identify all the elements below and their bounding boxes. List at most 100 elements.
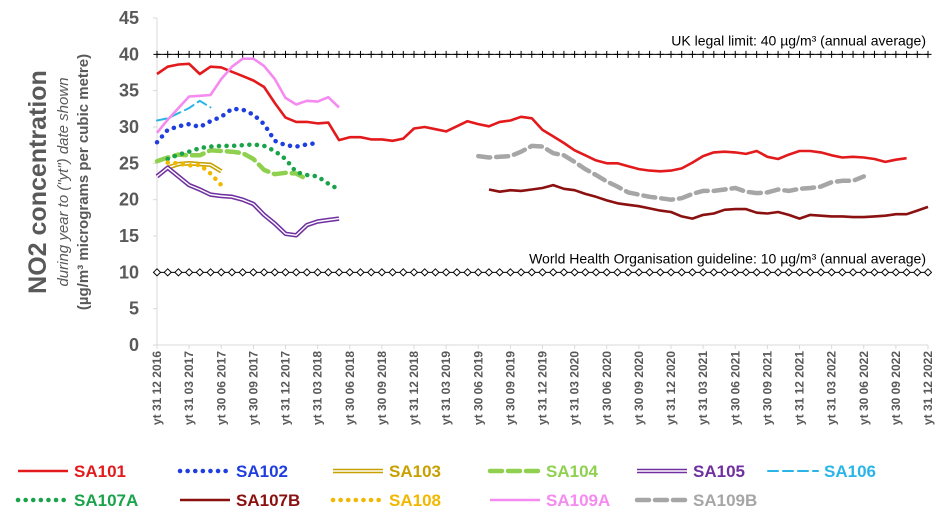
reference-marker-plus (571, 50, 579, 58)
reference-marker-diamond (399, 268, 408, 277)
reference-marker-diamond (902, 268, 911, 277)
series-line-sa107b (488, 183, 929, 220)
reference-marker-diamond (431, 268, 440, 277)
reference-marker-plus (474, 50, 482, 58)
x-tick-label: yt 31 12 2020 (664, 351, 678, 425)
x-tick-label: yt 30 09 2020 (632, 351, 646, 425)
reference-marker-plus (688, 50, 696, 58)
reference-marker-plus (421, 50, 429, 58)
x-tick-label: yt 31 03 2022 (825, 351, 839, 425)
reference-marker-diamond (602, 268, 611, 277)
reference-marker-diamond (634, 268, 644, 277)
x-tick-label: yt 31 03 2018 (311, 351, 325, 425)
reference-marker-plus (539, 50, 546, 58)
x-tick-label: yt 31 03 2017 (182, 351, 196, 425)
reference-marker-plus (774, 50, 782, 58)
series-line-sa108 (165, 160, 224, 188)
reference-marker-diamond (281, 268, 290, 277)
reference-marker-plus (678, 50, 686, 58)
reference-marker-plus (196, 50, 204, 58)
reference-marker-plus (367, 50, 375, 58)
x-tick-label: yt 31 03 2021 (696, 351, 710, 425)
reference-marker-plus (399, 50, 407, 58)
reference-marker-diamond (206, 268, 215, 277)
reference-marker-diamond (356, 268, 365, 277)
reference-marker-plus (924, 50, 932, 58)
series-line-sa107a (165, 142, 342, 192)
x-tick-label: yt 31 12 2019 (536, 351, 550, 425)
legend-label-sa102: SA102 (236, 462, 288, 481)
reference-marker-diamond (345, 268, 354, 277)
reference-marker-diamond (741, 268, 751, 277)
x-tick-label: yt 30 09 2017 (246, 351, 260, 425)
reference-marker-diamond (259, 268, 269, 277)
axes: 0 5 10 15 20 25 30 35 40 45 yt 31 12 2016 yt 31 03 … (119, 8, 935, 425)
reference-marker-diamond (838, 268, 847, 277)
reference-marker-diamond (249, 268, 258, 277)
y-tick-label: 40 (119, 44, 139, 64)
reference-marker-diamond (516, 268, 526, 277)
reference-marker-plus (581, 50, 589, 58)
reference-marker-plus (378, 50, 386, 58)
legend-label-sa105: SA105 (693, 462, 745, 481)
reference-marker-plus (903, 50, 911, 58)
reference-marker-diamond (366, 268, 376, 277)
reference-marker-plus (431, 50, 439, 58)
reference-marker-diamond (409, 268, 419, 277)
series-line-sa109b (476, 143, 867, 202)
x-tick-label: yt 30 06 2022 (857, 351, 871, 425)
reference-marker-diamond (806, 268, 815, 277)
reference-marker-diamond (559, 268, 569, 277)
legend-label-sa109a: SA109A (546, 491, 610, 510)
reference-marker-plus (453, 50, 461, 58)
reference-marker-plus (881, 50, 889, 58)
reference-marker-plus (442, 50, 450, 58)
y-axis-sublabel-1: during year to ("yt") date shown (55, 77, 72, 286)
reference-marker-diamond (645, 268, 654, 277)
reference-marker-plus (838, 50, 846, 58)
reference-line-label: UK legal limit: 40 µg/m³ (annual average… (671, 32, 926, 48)
x-tick-label: yt 30 09 2021 (760, 351, 774, 425)
reference-marker-diamond (463, 268, 472, 277)
reference-marker-plus (292, 50, 300, 58)
x-tick-label: yt 31 03 2020 (568, 351, 582, 425)
reference-marker-diamond (549, 268, 558, 277)
reference-marker-diamond (152, 268, 162, 277)
reference-marker-diamond (613, 268, 622, 277)
reference-marker-plus (721, 50, 729, 58)
reference-marker-plus (913, 50, 921, 58)
reference-marker-plus (324, 50, 332, 58)
reference-marker-diamond (292, 268, 301, 277)
reference-marker-plus (185, 50, 193, 58)
reference-marker-diamond (334, 268, 344, 277)
reference-marker-plus (207, 50, 215, 58)
reference-marker-plus (346, 50, 354, 58)
series-line-sa102 (154, 106, 320, 149)
reference-marker-plus (806, 50, 814, 58)
reference-marker-plus (528, 50, 536, 58)
reference-marker-diamond (795, 268, 804, 277)
reference-lines: UK legal limit: 40 µg/m³ (annual average… (152, 32, 933, 277)
reference-marker-plus (496, 50, 504, 58)
reference-marker-diamond (731, 268, 740, 277)
reference-marker-diamond (495, 268, 504, 277)
x-tick-label: yt 30 09 2019 (503, 351, 517, 425)
reference-marker-plus (870, 50, 878, 58)
reference-marker-diamond (420, 268, 429, 277)
reference-marker-diamond (880, 268, 890, 277)
y-tick-label: 45 (119, 8, 139, 28)
reference-marker-diamond (848, 268, 858, 277)
x-tick-label: yt 31 12 2021 (793, 351, 807, 425)
reference-marker-plus (624, 50, 632, 58)
reference-marker-diamond (581, 268, 590, 277)
reference-marker-plus (282, 50, 289, 58)
reference-marker-diamond (538, 268, 547, 277)
series-line-sa101 (156, 62, 907, 173)
reference-marker-diamond (709, 268, 719, 277)
reference-marker-diamond (656, 268, 665, 277)
x-tick-label: yt 30 06 2019 (471, 351, 485, 425)
reference-marker-diamond (870, 268, 879, 277)
legend-label-sa107a: SA107A (74, 491, 138, 510)
reference-marker-diamond (238, 268, 247, 277)
y-tick-label: 20 (119, 190, 139, 210)
